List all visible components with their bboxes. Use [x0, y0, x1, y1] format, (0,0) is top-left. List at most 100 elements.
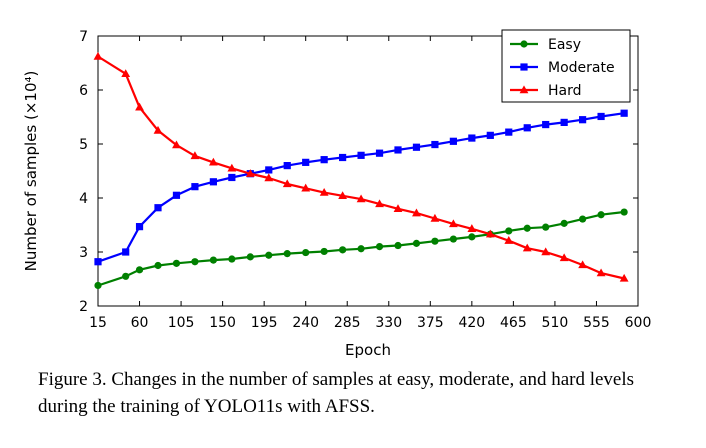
data-point-hard	[93, 51, 103, 60]
data-point-easy	[560, 219, 568, 227]
data-point-hard	[227, 163, 237, 172]
data-point-easy	[394, 241, 402, 250]
data-point-easy	[228, 255, 236, 263]
data-point-easy	[154, 261, 162, 270]
data-point-moderate	[505, 128, 513, 136]
y-axis: 2 3 4 5 6 7	[79, 29, 638, 315]
series-easy	[94, 208, 628, 290]
data-point-easy	[339, 246, 347, 254]
legend: Easy Moderate Hard	[501, 29, 631, 103]
data-point-moderate	[468, 134, 476, 142]
legend-marker-moderate	[520, 63, 528, 71]
data-point-easy	[431, 237, 439, 245]
data-point-easy	[620, 208, 628, 216]
data-point-moderate	[560, 118, 568, 126]
data-point-moderate	[172, 191, 181, 199]
data-point-moderate	[122, 248, 130, 256]
x-tick-label: 105	[168, 315, 195, 331]
data-point-moderate	[135, 223, 144, 231]
data-point-hard	[467, 224, 477, 232]
data-point-moderate	[412, 143, 421, 151]
data-point-easy	[122, 272, 130, 280]
y-tick-label: 6	[79, 83, 88, 99]
data-point-hard	[121, 69, 131, 77]
x-tick-label: 60	[131, 315, 149, 331]
data-point-hard	[430, 213, 440, 222]
data-point-hard	[541, 247, 551, 256]
data-point-hard	[319, 188, 329, 196]
data-point-moderate	[523, 124, 531, 132]
legend-entry-hard: Hard	[510, 83, 582, 99]
series-hard	[93, 51, 629, 282]
data-point-easy	[449, 235, 457, 243]
y-tick-label: 5	[79, 137, 88, 153]
legend-entry-moderate: Moderate	[510, 60, 615, 76]
data-point-moderate	[265, 166, 273, 174]
data-point-hard	[264, 173, 274, 182]
data-point-easy	[375, 243, 384, 251]
y-tick-label: 4	[79, 191, 88, 207]
y-axis-label: Number of samples (×10⁴)	[22, 71, 40, 272]
x-tick-label: 15	[89, 315, 107, 331]
data-point-easy	[191, 258, 199, 266]
data-point-hard	[596, 268, 606, 277]
data-point-hard	[338, 191, 348, 200]
x-tick-label: 150	[209, 315, 236, 331]
data-point-moderate	[339, 153, 347, 162]
data-point-hard	[504, 236, 514, 244]
data-point-moderate	[94, 258, 102, 266]
data-point-easy	[412, 239, 421, 247]
data-point-easy	[505, 227, 513, 235]
legend-marker-easy	[520, 40, 528, 48]
plot-area-frame	[97, 35, 639, 307]
data-point-moderate	[283, 162, 291, 170]
data-point-hard	[522, 243, 532, 252]
data-point-moderate	[431, 140, 439, 149]
data-point-moderate	[209, 178, 217, 186]
y-tick-label: 3	[79, 245, 88, 261]
data-point-easy	[320, 247, 328, 256]
data-point-easy	[468, 233, 476, 241]
data-point-easy	[246, 253, 254, 261]
data-point-hard	[172, 140, 181, 149]
data-point-hard	[393, 204, 403, 212]
data-point-moderate	[449, 137, 457, 145]
data-point-hard	[190, 151, 200, 160]
data-point-hard	[301, 183, 311, 192]
data-point-moderate	[191, 183, 199, 191]
data-point-moderate	[394, 146, 402, 154]
x-tick-label: 465	[500, 315, 527, 331]
x-tick-label: 555	[583, 315, 610, 331]
data-point-moderate	[597, 112, 605, 121]
series-line-moderate	[97, 112, 625, 263]
data-point-hard	[375, 199, 384, 208]
y-tick-label: 2	[79, 299, 88, 315]
data-point-hard	[559, 253, 569, 262]
data-point-moderate	[620, 109, 628, 117]
data-point-hard	[578, 260, 588, 269]
data-point-hard	[245, 169, 255, 177]
legend-label-moderate: Moderate	[548, 60, 615, 76]
series-layer	[93, 51, 629, 290]
x-tick-label: 375	[417, 315, 444, 331]
data-point-easy	[283, 250, 291, 258]
data-point-moderate	[154, 204, 162, 212]
x-axis-label: Epoch	[345, 341, 391, 359]
x-tick-label: 600	[625, 315, 652, 331]
data-point-hard	[485, 229, 495, 238]
x-tick-label: 240	[292, 315, 319, 331]
data-point-easy	[523, 224, 531, 232]
data-point-easy	[265, 251, 273, 259]
data-point-easy	[597, 211, 605, 219]
data-point-easy	[94, 281, 102, 290]
data-point-hard	[153, 125, 163, 134]
data-point-easy	[542, 223, 550, 231]
legend-label-hard: Hard	[548, 83, 582, 99]
data-point-hard	[208, 157, 218, 166]
data-point-moderate	[357, 151, 365, 159]
data-point-easy	[357, 245, 365, 253]
data-point-hard	[356, 194, 366, 203]
y-tick-label: 7	[79, 29, 88, 45]
data-point-easy	[209, 256, 217, 264]
figure-caption: Figure 3. Changes in the number of sampl…	[38, 369, 635, 417]
